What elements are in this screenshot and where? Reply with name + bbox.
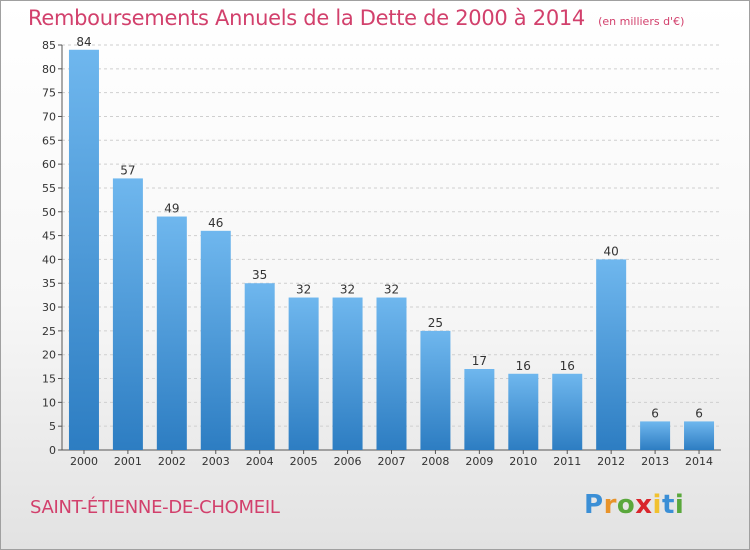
chart-title-block: Remboursements Annuels de la Dette de 20… — [28, 6, 684, 30]
y-tick-label: 25 — [42, 325, 56, 338]
x-tick-label: 2010 — [509, 455, 537, 468]
logo-letter: o — [616, 490, 636, 520]
y-tick-label: 15 — [42, 373, 56, 386]
x-tick-label: 2001 — [114, 455, 142, 468]
x-tick-label: 2013 — [641, 455, 669, 468]
bar — [552, 373, 583, 450]
y-tick-label: 80 — [42, 63, 56, 76]
bar — [244, 283, 275, 450]
bar — [420, 330, 451, 450]
x-tick-label: 2009 — [465, 455, 493, 468]
y-tick-label: 85 — [42, 39, 56, 52]
logo-letter: i — [674, 490, 685, 520]
bar-value-label: 17 — [472, 354, 487, 368]
bar — [68, 49, 99, 450]
commune-name: SAINT-ÉTIENNE-DE-CHOMEIL — [30, 497, 280, 518]
bar-value-label: 32 — [340, 283, 355, 297]
bar-value-label: 49 — [164, 202, 179, 216]
x-tick-label: 2005 — [290, 455, 318, 468]
logo-letter: x — [635, 490, 653, 520]
bar — [684, 421, 715, 450]
logo-letter: r — [603, 490, 617, 520]
logo-letter: t — [661, 490, 675, 520]
x-tick-label: 2004 — [246, 455, 274, 468]
bar-value-label: 25 — [428, 316, 443, 330]
x-tick-label: 2012 — [597, 455, 625, 468]
x-tick-label: 2000 — [70, 455, 98, 468]
logo-letter: i — [652, 490, 662, 520]
proxiti-logo: Proxiti — [584, 490, 684, 520]
bar-value-label: 35 — [252, 268, 267, 282]
bar-value-label: 6 — [695, 406, 703, 420]
y-tick-label: 70 — [42, 110, 56, 123]
chart-subtitle: (en milliers d'€) — [598, 15, 685, 28]
chart-title: Remboursements Annuels de la Dette de 20… — [28, 6, 585, 30]
y-tick-label: 40 — [42, 253, 56, 266]
x-tick-label: 2011 — [553, 455, 581, 468]
y-tick-label: 75 — [42, 87, 56, 100]
y-tick-label: 20 — [42, 349, 56, 362]
bar-value-label: 40 — [604, 244, 619, 258]
x-tick-label: 2002 — [158, 455, 186, 468]
bar-value-label: 84 — [76, 35, 91, 49]
bar — [332, 297, 363, 450]
y-tick-label: 30 — [42, 301, 56, 314]
bar — [464, 369, 495, 450]
y-tick-label: 45 — [42, 230, 56, 243]
bar — [376, 297, 407, 450]
bar — [200, 230, 231, 450]
bar-value-label: 16 — [560, 359, 575, 373]
y-tick-label: 5 — [49, 420, 56, 433]
bar — [640, 421, 671, 450]
bar-value-label: 57 — [120, 163, 135, 177]
bar — [288, 297, 319, 450]
y-tick-label: 35 — [42, 277, 56, 290]
y-tick-label: 50 — [42, 206, 56, 219]
x-tick-label: 2003 — [202, 455, 230, 468]
y-tick-label: 55 — [42, 182, 56, 195]
bar-value-label: 16 — [516, 359, 531, 373]
bar-value-label: 32 — [296, 283, 311, 297]
y-tick-label: 60 — [42, 158, 56, 171]
bar — [596, 259, 627, 450]
bar-value-label: 6 — [651, 406, 659, 420]
y-tick-label: 65 — [42, 134, 56, 147]
x-tick-label: 2014 — [685, 455, 713, 468]
bar-value-label: 46 — [208, 216, 223, 230]
x-tick-label: 2006 — [334, 455, 362, 468]
x-tick-label: 2008 — [421, 455, 449, 468]
bar — [508, 373, 539, 450]
y-tick-label: 0 — [49, 444, 56, 457]
logo-letter: P — [584, 490, 604, 520]
bar — [156, 216, 187, 450]
y-tick-label: 10 — [42, 396, 56, 409]
x-tick-label: 2007 — [378, 455, 406, 468]
bar — [112, 178, 143, 451]
bar-value-label: 32 — [384, 283, 399, 297]
